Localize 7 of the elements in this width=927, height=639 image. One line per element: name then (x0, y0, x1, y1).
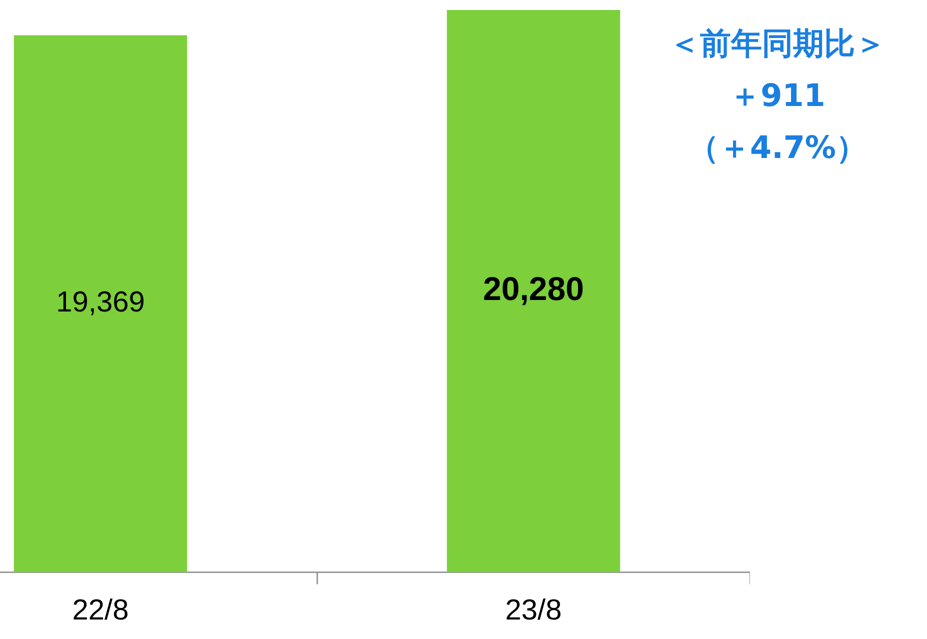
x-tick-label: 22/8 (72, 594, 129, 627)
data-label: 20,280 (483, 270, 584, 308)
annotation: （＋4.7%） (687, 129, 868, 168)
annotation: ＋911 (728, 77, 826, 116)
x-tick-label: 23/8 (505, 594, 562, 627)
annotation: ＜前年同期比＞ (668, 25, 887, 64)
data-label: 19,369 (56, 286, 145, 319)
